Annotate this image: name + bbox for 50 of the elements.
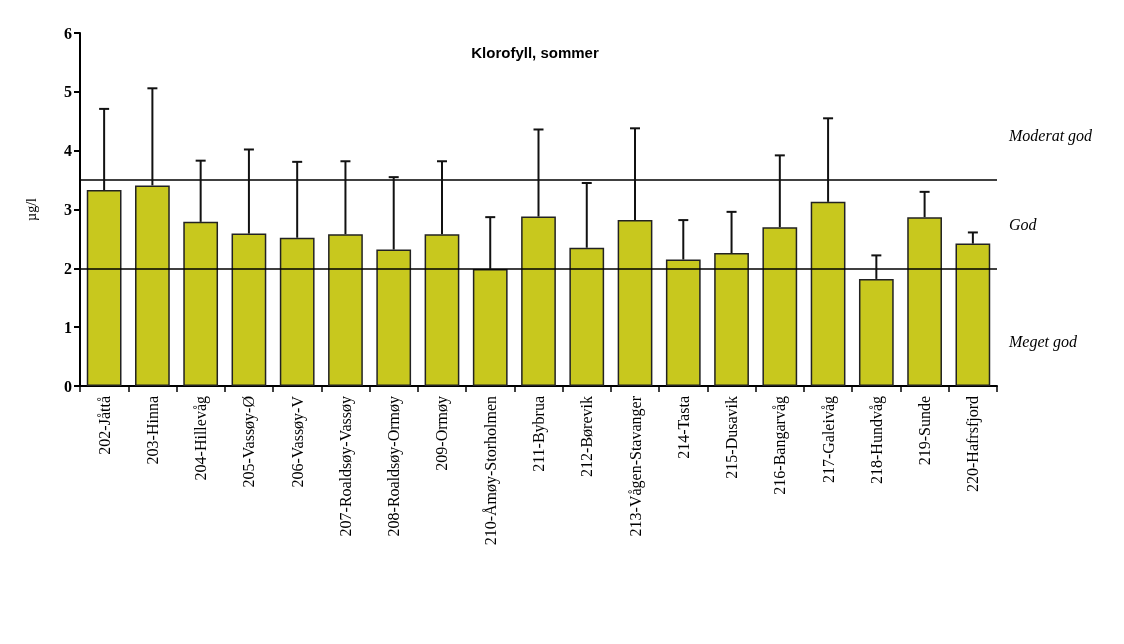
text: Meget god (1008, 333, 1078, 352)
bar (183, 221, 219, 386)
bar (231, 233, 267, 386)
text: Moderat god (1008, 127, 1094, 146)
y-tick-label: 0 (64, 377, 72, 395)
x-tick-label: 208-Roaldsøy-Ormøy (385, 396, 404, 537)
bar (569, 247, 605, 386)
bar (617, 220, 653, 386)
y-tick-label: 1 (64, 318, 72, 336)
x-tick-label: 215-Dusavik (723, 396, 741, 479)
bar (328, 234, 363, 386)
bar (521, 216, 556, 386)
y-tick-label: 3 (64, 201, 72, 218)
bar (472, 268, 508, 386)
bar (762, 227, 798, 386)
bar (424, 234, 460, 386)
x-tick-label: 214-Tasta (674, 396, 692, 459)
bar (955, 243, 991, 386)
bar (279, 237, 315, 386)
x-tick-label: 204-Hillevåg (192, 396, 211, 481)
x-tick-label: 205-Vassøy-Ø (240, 396, 259, 488)
text: God (1009, 215, 1038, 233)
x-tick-label: 209-Ormøy (433, 396, 452, 471)
text: Klorofyll, sommer (471, 44, 599, 61)
bar (665, 259, 701, 386)
y-tick-label: 6 (64, 24, 72, 42)
y-tick-label: 2 (64, 259, 72, 277)
x-tick-label: 220-Hafrsfjord (964, 396, 983, 492)
x-tick-label: 211-Bybrua (530, 396, 548, 472)
x-tick-label: 216-Bangarvåg (771, 396, 790, 495)
x-tick-label: 217-Galeivåg (819, 396, 838, 484)
bar (810, 201, 846, 386)
bar (135, 185, 170, 386)
bar (907, 217, 942, 386)
x-tick-label: 203-Hinna (143, 396, 161, 465)
bar (714, 253, 749, 386)
y-tick-label: 5 (64, 83, 72, 101)
x-tick-label: 212-Børevik (578, 396, 596, 477)
bar (858, 278, 894, 386)
x-tick-label: 206-Vassøy-V (288, 395, 307, 488)
x-tick-label: 202-Jåttå (95, 396, 113, 455)
x-tick-label: 210-Åmøy-Storholmen (481, 396, 500, 546)
x-tick-label: 218-Hundvåg (867, 396, 886, 484)
bar (376, 249, 412, 386)
x-tick-label: 213-Vågen-Stavanger (626, 395, 645, 537)
x-tick-label: 207-Roaldsøy-Vassøy (336, 396, 355, 537)
bar (86, 190, 122, 386)
y-tick-label: 4 (64, 142, 72, 160)
x-tick-label: 219-Sunde (916, 396, 934, 466)
y-axis-title: µg/l (23, 197, 39, 221)
